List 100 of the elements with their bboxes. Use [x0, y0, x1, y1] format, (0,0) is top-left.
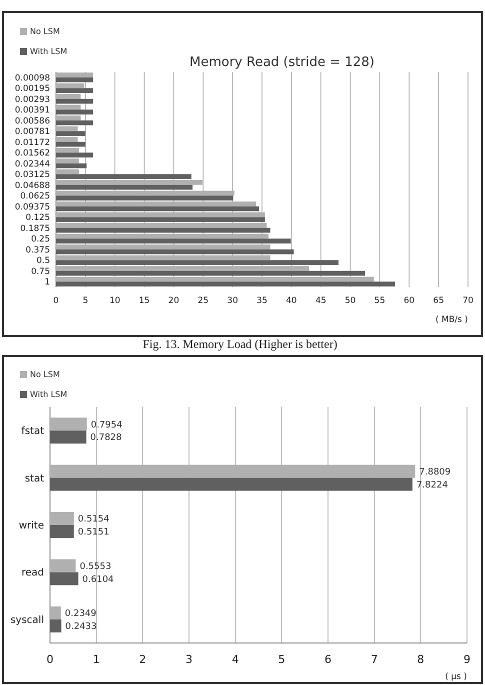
y-tick-label: stat [24, 473, 44, 484]
y-tick-label: 0.00098 [14, 73, 50, 84]
bar [56, 260, 339, 265]
chart-title: Memory Read (stride = 128) [190, 55, 374, 70]
bar [56, 163, 87, 168]
x-tick-label: 60 [404, 296, 415, 306]
data-label: 0.5151 [78, 528, 110, 538]
data-label: 7.8224 [416, 480, 448, 490]
bar [56, 184, 193, 190]
x-tick-label: 9 [464, 653, 470, 666]
x-tick-label: 3 [186, 653, 192, 666]
bar [50, 512, 74, 525]
bar [56, 238, 291, 244]
bar [56, 77, 94, 82]
x-tick-label: 8 [417, 653, 424, 666]
x-tick-label: 5 [278, 653, 286, 666]
bar [56, 249, 294, 254]
data-label: 0.7954 [90, 420, 123, 430]
bar [56, 152, 94, 158]
y-tick-label: 0.00781 [14, 127, 50, 138]
y-tick-label: syscall [10, 614, 44, 626]
bar [56, 104, 81, 110]
bar [50, 606, 61, 620]
bar [50, 430, 86, 444]
y-tick-label: 0.00195 [14, 84, 50, 94]
y-tick-label: 1 [44, 278, 50, 288]
bar [56, 174, 192, 179]
bar [56, 282, 396, 286]
data-label: 0.2433 [65, 622, 97, 632]
bar [56, 110, 94, 114]
x-tick-label: 35 [256, 296, 268, 306]
bar [56, 131, 86, 136]
data-label: 0.6104 [82, 574, 114, 585]
x-tick-label: 5 [82, 296, 88, 306]
bar [50, 418, 87, 431]
bar [56, 116, 81, 120]
bar [56, 158, 79, 164]
bar [56, 142, 86, 147]
y-tick-label: 0.04688 [14, 180, 50, 191]
legend-label: No LSM [30, 370, 60, 379]
x-tick-label: 40 [286, 296, 297, 306]
bar [56, 169, 79, 174]
legend-label: With LSM [30, 47, 68, 56]
bar [56, 206, 260, 212]
x-axis-title: ( MB/s ) [436, 315, 468, 325]
x-axis-title: ( µs ) [445, 672, 467, 682]
y-tick-label: 0.03125 [14, 170, 50, 180]
bar [56, 196, 234, 200]
bar [56, 137, 78, 142]
bar [56, 217, 265, 222]
x-tick-label: 20 [168, 296, 180, 306]
x-tick-label: 25 [198, 296, 209, 306]
bar [56, 228, 270, 233]
y-tick-label: 0.00586 [14, 116, 50, 126]
x-tick-label: 30 [227, 296, 238, 306]
y-tick-label: read [21, 568, 44, 579]
bar [50, 478, 412, 491]
x-tick-label: 6 [324, 653, 332, 666]
bar [56, 120, 94, 126]
legend-label: No LSM [30, 27, 60, 36]
x-tick-label: 1 [92, 653, 100, 666]
data-label: 0.7828 [90, 433, 122, 444]
x-tick-label: 0 [53, 296, 59, 306]
bar [50, 559, 76, 572]
x-tick-label: 7 [370, 653, 378, 666]
bar [56, 98, 94, 104]
data-label: 0.2349 [64, 609, 97, 620]
caption: Fig. 13. Memory Load (Higher is better) [142, 337, 338, 351]
bar [56, 270, 365, 276]
x-tick-label: 2 [139, 653, 146, 666]
x-tick-label: 0 [46, 653, 54, 666]
y-tick-label: 0.1875 [20, 224, 50, 234]
bar [50, 525, 74, 538]
y-tick-label: 0.75 [31, 266, 50, 277]
data-label: 0.5553 [80, 562, 112, 572]
x-tick-label: 70 [462, 296, 474, 306]
y-tick-label: 0.25 [31, 234, 50, 245]
y-tick-label: 0.01172 [14, 138, 50, 148]
y-tick-label: 0.02344 [14, 159, 50, 170]
legend-label: With LSM [30, 390, 68, 399]
y-tick-label: 0.5 [36, 256, 50, 266]
x-tick-label: 55 [374, 296, 386, 306]
bar [56, 148, 79, 153]
bar [56, 94, 81, 99]
y-tick-label: 0.0625 [20, 192, 50, 202]
y-tick-label: fstat [21, 426, 44, 438]
bar [50, 572, 78, 586]
x-tick-label: 15 [138, 296, 150, 306]
y-tick-label: 0.00391 [14, 106, 50, 116]
y-tick-label: 0.09375 [14, 202, 50, 212]
y-tick-label: 0.01562 [14, 148, 50, 159]
y-tick-label: write [18, 520, 44, 532]
x-tick-label: 45 [315, 296, 326, 306]
y-tick-label: 0.125 [26, 213, 50, 224]
x-tick-label: 50 [344, 296, 356, 306]
x-tick-label: 4 [232, 653, 239, 666]
data-label: 0.5154 [78, 514, 110, 525]
x-tick-label: 65 [433, 296, 444, 306]
bar [50, 619, 62, 632]
y-tick-label: 0.375 [26, 245, 50, 256]
